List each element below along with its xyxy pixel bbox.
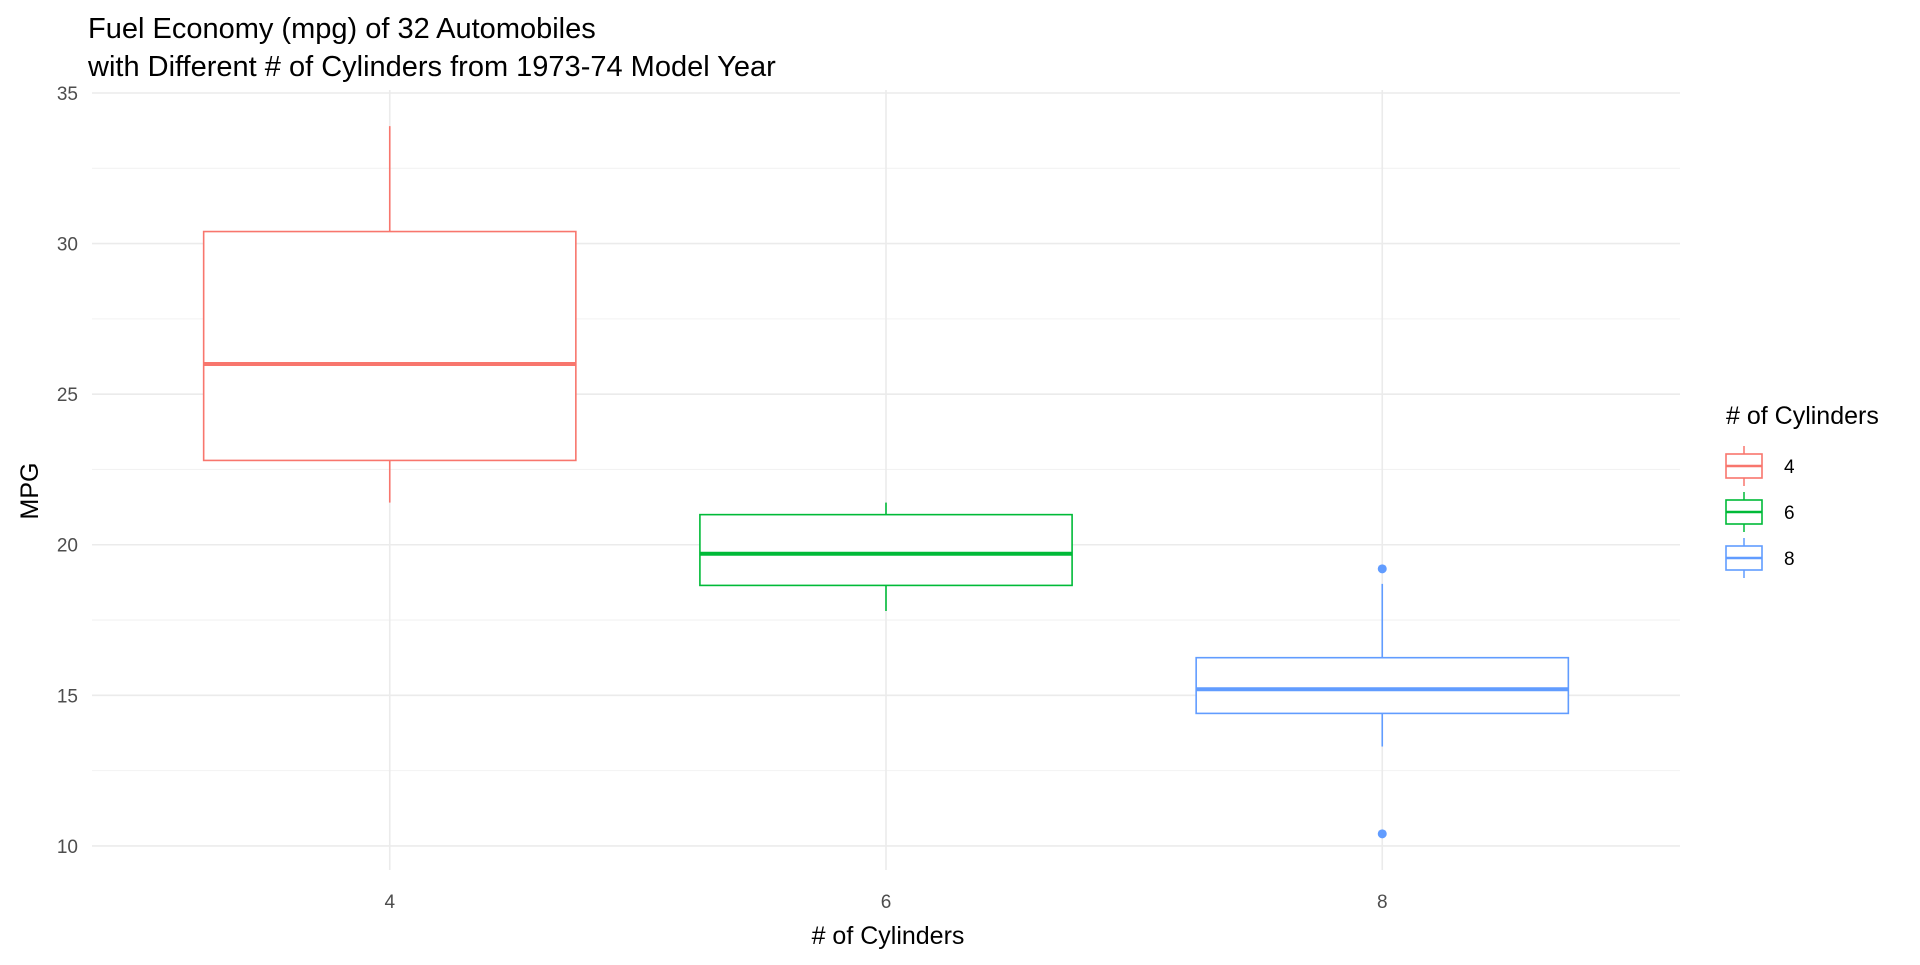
legend-label: 6 bbox=[1784, 503, 1795, 524]
iqr-box bbox=[202, 230, 577, 462]
y-tick-label: 35 bbox=[57, 84, 78, 105]
x-tick-label: 8 bbox=[1377, 892, 1388, 913]
legend-item-6: 6 bbox=[1725, 492, 1795, 532]
box-layer bbox=[202, 126, 1570, 839]
x-axis-title: # of Cylinders bbox=[812, 922, 965, 950]
y-axis-title: MPG bbox=[16, 463, 44, 520]
boxplot-group-4 bbox=[202, 126, 577, 503]
outlier-point bbox=[1377, 829, 1387, 839]
legend-item-8: 8 bbox=[1725, 538, 1795, 578]
grid-lines bbox=[92, 90, 1680, 870]
legend-item-4: 4 bbox=[1725, 446, 1795, 486]
legend: # of Cylinders 4 6 8 bbox=[1725, 402, 1879, 578]
axis-labels: 10 15 20 25 30 35 4 6 8 bbox=[57, 84, 1388, 913]
y-tick-label: 20 bbox=[57, 536, 78, 557]
legend-title: # of Cylinders bbox=[1726, 402, 1879, 430]
iqr-box bbox=[699, 513, 1073, 587]
chart-subtitle: with Different # of Cylinders from 1973-… bbox=[87, 51, 776, 83]
iqr-box bbox=[1195, 656, 1570, 715]
chart-title: Fuel Economy (mpg) of 32 Automobiles bbox=[88, 13, 596, 45]
x-tick-label: 6 bbox=[881, 892, 892, 913]
boxplot-group-6 bbox=[699, 502, 1073, 612]
legend-label: 4 bbox=[1784, 457, 1795, 478]
y-tick-label: 30 bbox=[57, 235, 78, 256]
y-tick-label: 10 bbox=[57, 837, 78, 858]
x-tick-label: 4 bbox=[384, 892, 395, 913]
legend-label: 8 bbox=[1784, 549, 1795, 570]
y-tick-label: 15 bbox=[57, 686, 78, 707]
outlier-point bbox=[1377, 564, 1387, 574]
boxplot-group-8 bbox=[1195, 564, 1570, 839]
legend-entries: 4 6 8 bbox=[1725, 446, 1795, 578]
y-tick-label: 25 bbox=[57, 385, 78, 406]
